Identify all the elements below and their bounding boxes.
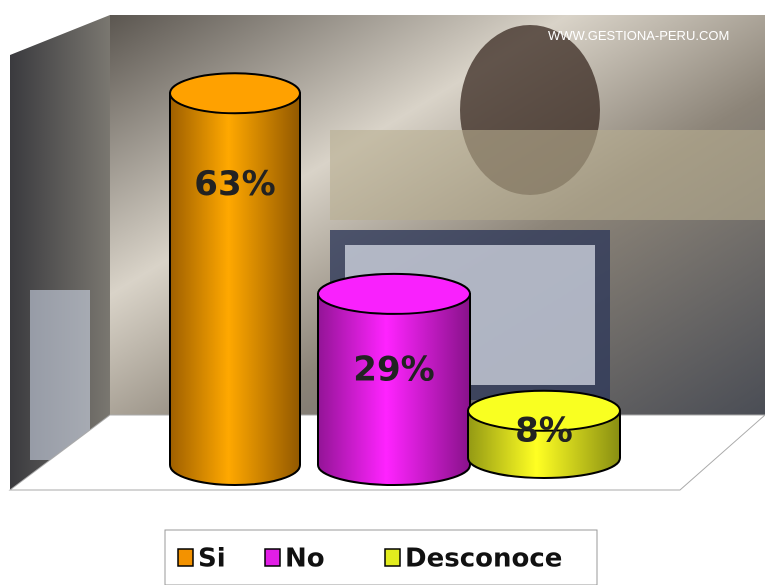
cylinder-top	[317, 272, 471, 315]
photo-desk	[330, 130, 765, 220]
legend-label: Si	[198, 544, 226, 574]
bars: 63% 29% 8%	[169, 72, 621, 486]
cylinder-top	[169, 72, 301, 115]
value-label: 8%	[515, 411, 573, 451]
legend-swatch	[384, 548, 401, 567]
legend-swatch	[264, 548, 281, 567]
watermark: WWW.GESTIONA-PERU.COM	[548, 28, 729, 43]
cylinder-body	[169, 92, 301, 486]
legend-items: Si No Desconoce	[177, 544, 562, 574]
legend-swatch	[177, 548, 194, 567]
cylinder: 8%	[467, 389, 621, 479]
value-label: 63%	[194, 164, 275, 204]
cylinder-top	[467, 389, 621, 432]
cylinder-body	[317, 292, 471, 486]
legend-label: Desconoce	[405, 544, 562, 574]
legend-label: No	[285, 544, 325, 574]
legend	[164, 529, 598, 585]
photo-reflection	[30, 290, 90, 460]
cylinder: 63%	[169, 72, 301, 486]
value-label: 29%	[353, 349, 434, 389]
cylinder: 29%	[317, 272, 471, 486]
